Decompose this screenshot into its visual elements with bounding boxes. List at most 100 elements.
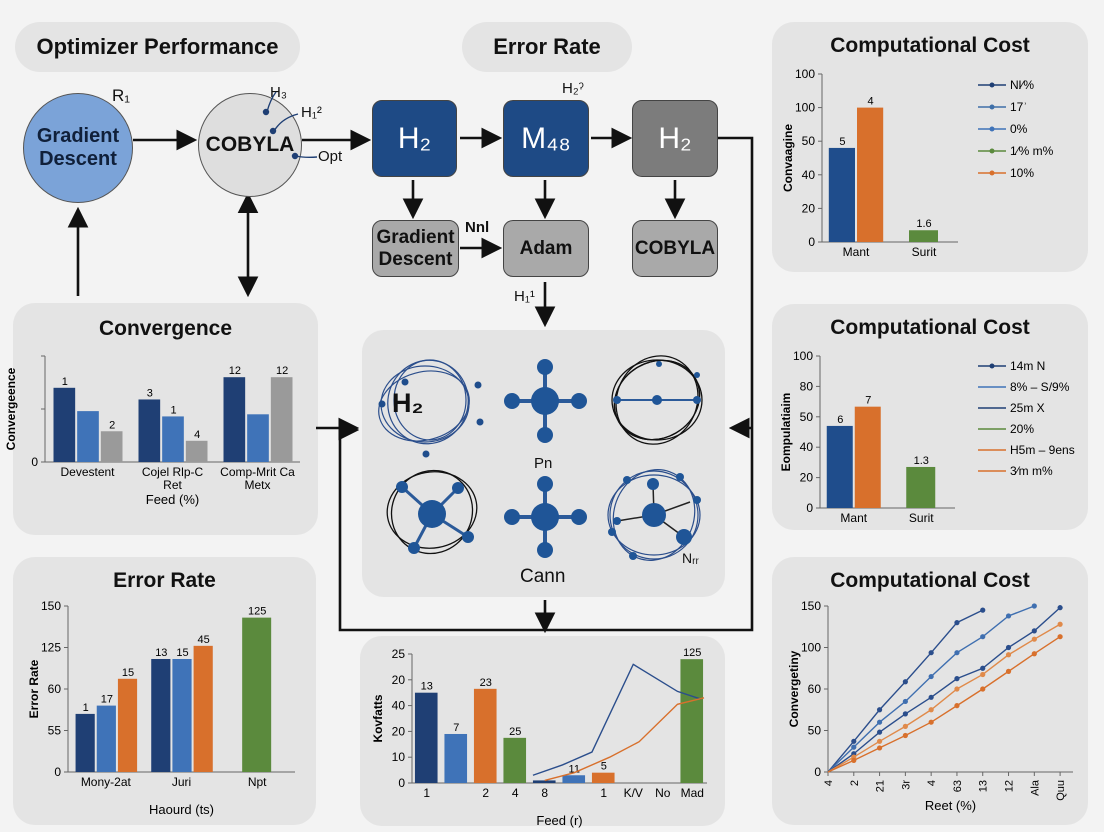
legend-label: 0% xyxy=(1010,122,1028,136)
opt-label: Opt xyxy=(318,148,343,165)
series-point xyxy=(902,732,908,739)
adam-box[interactable]: Adam xyxy=(503,220,589,277)
bar-value-label: 13 xyxy=(155,647,167,659)
series-point xyxy=(1057,621,1063,627)
nrr-molecule-label: Nᵣᵣ xyxy=(682,550,699,566)
bar xyxy=(223,377,246,462)
x-category-label: K/V xyxy=(624,786,643,800)
bar-value-label: 12 xyxy=(276,365,288,377)
y-axis-label: Error Rate xyxy=(27,659,41,718)
bar xyxy=(532,780,556,783)
cann-molecule-label: Cann xyxy=(520,566,566,587)
y-tick-label: 25 xyxy=(392,647,406,661)
x-category-label: 1 xyxy=(600,786,607,800)
bar-value-label: 7 xyxy=(453,722,459,734)
legend-marker xyxy=(989,104,995,110)
bar-value-label: 125 xyxy=(248,606,266,618)
bar xyxy=(75,713,95,772)
legend-marker xyxy=(989,363,995,369)
x-tick-label: 63 xyxy=(952,780,964,792)
cobyla-node[interactable]: COBYLA xyxy=(198,93,302,197)
x-category-label: Mant xyxy=(840,511,867,525)
y-tick-label: 50 xyxy=(808,724,822,738)
y-tick-label: 100 xyxy=(793,349,813,363)
x-tick-label: 4 xyxy=(823,780,835,786)
series-point xyxy=(1031,636,1037,642)
y-tick-label: 0 xyxy=(31,455,38,469)
x-category-label: Npt xyxy=(248,775,267,789)
y-tick-label: 60 xyxy=(808,682,822,696)
series-point xyxy=(851,757,857,763)
bar xyxy=(828,147,855,242)
series-line xyxy=(827,623,1061,773)
bar xyxy=(193,645,213,772)
bar xyxy=(854,406,881,508)
series-point xyxy=(954,676,960,682)
series-point xyxy=(1005,613,1012,619)
legend-marker xyxy=(989,126,995,132)
bar xyxy=(242,617,272,772)
x-axis-label: Feed (r) xyxy=(536,813,582,828)
legend-marker xyxy=(989,148,995,154)
legend-label: 14m N xyxy=(1010,359,1045,373)
y-tick-label: 0 xyxy=(808,235,815,249)
nnl-label: Nnl xyxy=(465,219,490,236)
bar-value-label: 25 xyxy=(509,726,521,738)
series-point xyxy=(928,673,934,680)
pn-molecule-label: Pn xyxy=(534,455,553,472)
r1-label: R₁ xyxy=(112,86,131,105)
cobyla-box[interactable]: COBYLA xyxy=(632,220,718,277)
bar xyxy=(172,658,192,772)
bar-value-label: 23 xyxy=(480,677,492,689)
x-axis-label: Feed (%) xyxy=(146,492,199,507)
y-tick-label: 20 xyxy=(392,724,406,738)
y-tick-label: 150 xyxy=(41,599,61,613)
trend-line xyxy=(544,697,705,782)
gradient-descent-box[interactable]: Gradient Descent xyxy=(372,220,459,277)
series-point xyxy=(902,679,908,685)
bar-value-label: 1.6 xyxy=(916,218,931,230)
bar-value-label: 3 xyxy=(147,387,153,399)
m48-node[interactable]: M₄₈ xyxy=(503,100,589,177)
bar xyxy=(503,737,527,783)
series-point xyxy=(1005,652,1012,658)
x-category-label: Devestent xyxy=(60,465,115,479)
series-point xyxy=(928,694,934,700)
y-tick-label: 10 xyxy=(392,750,406,764)
legend-label: H5m – 9ens xyxy=(1010,443,1075,457)
bar-value-label: 1.3 xyxy=(914,455,929,467)
x-category-label: Surit xyxy=(909,511,934,525)
bar-value-label: 6 xyxy=(837,414,843,426)
x-tick-label: 3r xyxy=(900,780,912,790)
tetrahedral-molecule-icon-top xyxy=(504,359,587,443)
x-axis-label: Reet (%) xyxy=(925,798,976,813)
bar-value-label: 12 xyxy=(229,365,241,377)
gradient-descent-node[interactable]: Gradient Descent xyxy=(23,93,133,203)
series-point xyxy=(1031,603,1037,609)
bar xyxy=(857,107,884,242)
series-point xyxy=(954,686,960,692)
legend-label: 8% – S/9% xyxy=(1010,380,1070,394)
series-point xyxy=(928,650,934,656)
series-point xyxy=(902,698,908,705)
h2-node-dark[interactable]: H₂ xyxy=(372,100,457,177)
y-tick-label: 125 xyxy=(41,641,61,655)
y-tick-label: 20 xyxy=(802,201,816,215)
series-point xyxy=(1031,651,1037,657)
y-tick-label: 40 xyxy=(800,440,814,454)
tetrahedral-molecule-icon-bottom xyxy=(504,476,587,558)
h2-node-gray[interactable]: H₂ xyxy=(632,100,718,177)
legend-label: 1⁄% m% xyxy=(1010,144,1054,158)
series-point xyxy=(1057,634,1063,640)
x-tick-label: Ala xyxy=(1029,779,1041,796)
bar xyxy=(185,440,208,462)
bar xyxy=(473,688,497,783)
trend-line xyxy=(532,663,702,776)
x-category-label: Surit xyxy=(912,245,937,259)
series-point xyxy=(876,719,883,725)
x-category-label: Comp-Mrit Ca xyxy=(220,465,295,479)
series-point xyxy=(954,703,960,709)
bar xyxy=(247,414,269,462)
y-tick-label: 0 xyxy=(54,765,61,779)
bent-molecule-orbital-icon xyxy=(386,469,478,555)
